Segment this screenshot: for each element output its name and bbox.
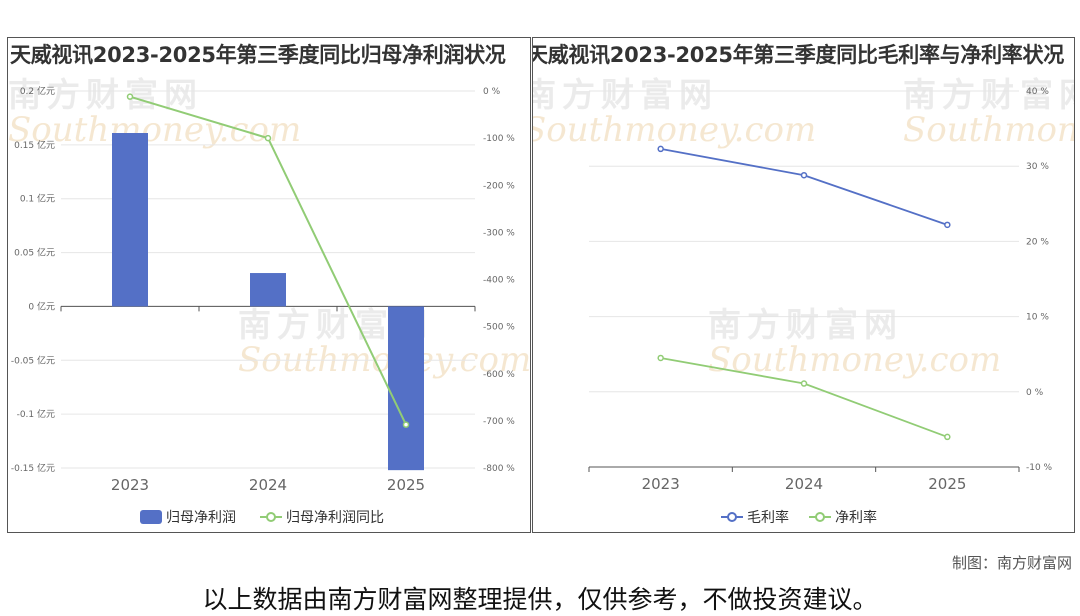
y-tick-label: 0 % [1026, 388, 1044, 398]
line-series-yoy [129, 95, 407, 426]
line-series [660, 148, 948, 226]
line-point [800, 171, 808, 179]
line-point [657, 145, 664, 153]
y-tick-label-right: -800 % [483, 464, 515, 474]
y-tick-label: 20 % [1026, 237, 1049, 247]
y-tick-label-right: -700 % [483, 417, 515, 427]
line-point [944, 433, 951, 441]
x-tick-label: 2024 [785, 475, 823, 493]
y-tick-label: -10 % [1026, 463, 1053, 473]
x-tick-label: 2025 [928, 475, 966, 493]
y-tick-label: 10 % [1026, 313, 1049, 323]
x-tick-label: 2023 [111, 476, 149, 494]
chart-title: 天威视讯2023-2025年第三季度同比归母净利润状况 [10, 43, 506, 67]
x-tick-label: 2024 [249, 476, 287, 494]
disclaimer-text: 以上数据由南方财富网整理提供，仅供参考，不做投资建议。 [202, 585, 878, 614]
y-tick-label-left: -0.05 亿元 [11, 354, 55, 366]
x-tick-label: 2023 [642, 475, 680, 493]
line-point [264, 134, 272, 142]
y-tick-label: 40 % [1026, 87, 1049, 97]
y-tick-label-left: -0.15 亿元 [11, 462, 55, 474]
y-tick-label-right: 0 % [483, 87, 501, 97]
line-point [944, 221, 951, 229]
legend-label: 毛利率 [747, 509, 789, 526]
y-tick-label-left: 0.1 亿元 [20, 193, 55, 205]
y-tick-label-right: -200 % [483, 181, 515, 191]
bar [250, 273, 286, 307]
y-tick-label-left: -0.1 亿元 [17, 408, 55, 420]
y-tick-label-left: 0.05 亿元 [14, 247, 55, 259]
legend-marker [727, 512, 737, 522]
y-tick-label: 30 % [1026, 162, 1049, 172]
legend-label: 归母净利润同比 [286, 509, 384, 526]
chart-credit: 制图：南方财富网 [951, 554, 1072, 572]
y-tick-label-left: 0.15 亿元 [14, 139, 55, 151]
y-tick-label-right: -100 % [483, 134, 515, 144]
x-tick-label: 2025 [387, 476, 425, 494]
legend-label: 归母净利润 [166, 509, 236, 526]
line-series [660, 357, 948, 438]
legend-marker [815, 512, 825, 522]
chart-panel-margins: 南方财富网 Southmoney.com 南方财富网 Southmoney.com … [532, 37, 1075, 533]
net-profit-chart: 0.2 亿元 0.15 亿元 0.1 亿元 0.05 亿元 0 亿元 -0.05 亿元 -0… [11, 85, 515, 526]
legend-label: 净利率 [835, 509, 877, 526]
y-tick-label-right: -400 % [483, 276, 515, 286]
chart-title: 天威视讯2023-2025年第三季度同比毛利率与净利率状况 [532, 43, 1064, 67]
y-tick-label-right: -600 % [483, 370, 515, 380]
y-tick-label-left: 0 亿元 [28, 300, 55, 312]
legend-swatch-bar [140, 510, 162, 524]
line-point [402, 421, 410, 428]
legend-marker [266, 512, 276, 522]
line-point [800, 380, 808, 387]
y-tick-label-left: 0.2 亿元 [20, 85, 55, 97]
bar [388, 306, 424, 471]
margin-chart: 40 % 30 % 20 % 10 % 0 % -10 % 2023 2024 2025 毛利率 净… [588, 87, 1053, 526]
y-tick-label-right: -300 % [483, 228, 515, 238]
chart-panel-net-profit: 南方财富网 Southmoney.com 南方财富网 Southmoney.com … [7, 37, 531, 533]
bar [112, 133, 148, 307]
y-tick-label-right: -500 % [483, 323, 515, 333]
line-point [657, 354, 664, 362]
line-point [126, 93, 134, 100]
